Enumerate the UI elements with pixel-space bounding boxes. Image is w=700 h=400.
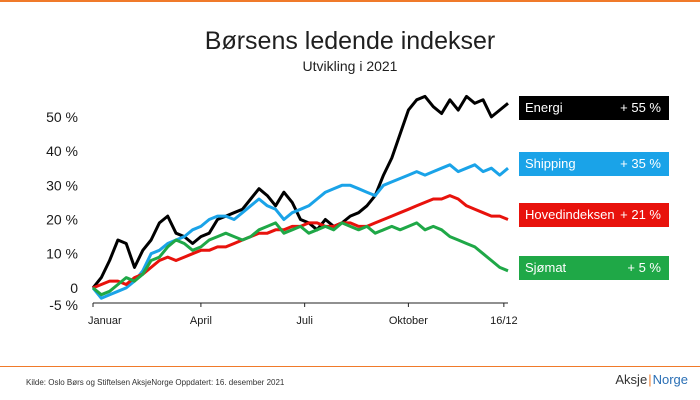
x-tick-label: Oktober [389, 315, 428, 327]
x-tick-label: 16/12 [490, 315, 518, 327]
chart-subtitle: Utvikling i 2021 [302, 58, 398, 74]
legend-series-change: + 55 % [620, 100, 661, 115]
legend-item-sjømat: Sjømat + 5 % [519, 256, 669, 280]
legend-series-change: + 35 % [620, 156, 661, 171]
x-tick-label: Januar [88, 315, 122, 327]
legend-item-hovedindeksen: Hovedindeksen + 21 % [519, 203, 669, 227]
x-tick-label: April [190, 315, 212, 327]
series-line-shipping [91, 163, 509, 300]
legend-series-name: Energi [525, 100, 563, 115]
legend-series-change: + 5 % [627, 260, 661, 275]
legend-item-shipping: Shipping + 35 % [519, 152, 669, 176]
y-tick-label: 40 % [46, 143, 78, 159]
legend-item-energi: Energi + 55 % [519, 96, 669, 120]
series-line-sjømat [92, 221, 509, 297]
x-tick-label: Juli [296, 315, 313, 327]
legend-series-change: + 21 % [620, 207, 661, 222]
aksjenorge-logo: Aksje|Norge [615, 372, 688, 387]
y-tick-label: 0 [70, 280, 78, 296]
y-tick-label: 30 % [46, 177, 78, 193]
y-tick-label: 50 % [46, 109, 78, 125]
legend-series-name: Shipping [525, 156, 576, 171]
chart-title: Børsens ledende indekser [204, 27, 496, 55]
top-accent-rule [0, 0, 700, 2]
legend-series-name: Hovedindeksen [525, 207, 615, 222]
source-note: Kilde: Oslo Børs og Stiftelsen AksjeNorg… [26, 378, 285, 387]
y-tick-label: 20 % [46, 212, 78, 228]
y-tick-label: 10 % [46, 246, 78, 262]
series-line-energi [91, 94, 509, 289]
y-tick-label: -5 % [49, 297, 78, 313]
bottom-accent-rule [0, 366, 700, 367]
legend-series-name: Sjømat [525, 260, 567, 275]
